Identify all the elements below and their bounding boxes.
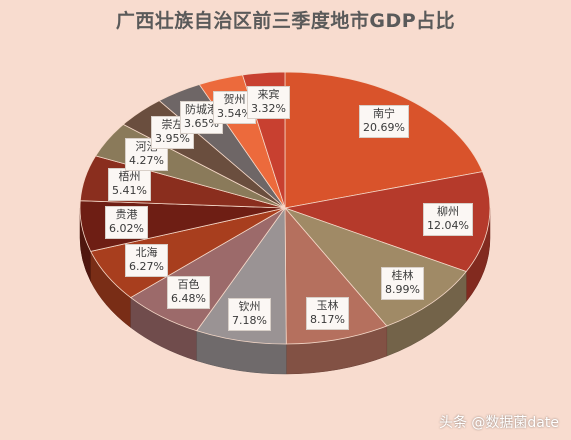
slice-label-value: 6.48% bbox=[171, 292, 206, 305]
slice-label-柳州: 柳州 12.04% bbox=[423, 203, 473, 236]
slice-label-name: 玉林 bbox=[316, 299, 339, 312]
slice-label-value: 3.32% bbox=[251, 102, 286, 115]
slice-label-北海: 北海 6.27% bbox=[125, 244, 168, 277]
slice-label-name: 贺州 bbox=[223, 93, 246, 106]
slice-label-name: 南宁 bbox=[372, 107, 395, 120]
slice-label-value: 5.41% bbox=[112, 184, 147, 197]
slice-label-来宾: 来宾 3.32% bbox=[247, 86, 290, 119]
slice-label-value: 7.18% bbox=[232, 314, 267, 327]
slice-label-value: 6.02% bbox=[109, 222, 144, 235]
pie-slice-柳州 bbox=[283, 171, 491, 273]
slice-label-name: 桂林 bbox=[391, 269, 414, 282]
watermark: 头条 @数据菌date bbox=[438, 415, 559, 431]
slice-label-value: 3.95% bbox=[155, 132, 190, 145]
slice-label-name: 贵港 bbox=[115, 208, 138, 221]
slice-label-value: 8.17% bbox=[310, 313, 345, 326]
slice-label-name: 崇左 bbox=[161, 118, 184, 131]
slice-label-value: 8.99% bbox=[385, 283, 420, 296]
slice-label-name: 防城港 bbox=[184, 103, 218, 116]
slice-label-梧州: 梧州 5.41% bbox=[108, 168, 151, 201]
slice-label-百色: 百色 6.48% bbox=[167, 276, 210, 309]
slice-label-value: 12.04% bbox=[427, 219, 469, 232]
slice-label-河池: 河池 4.27% bbox=[125, 138, 168, 171]
slice-label-name: 来宾 bbox=[257, 88, 280, 101]
slice-label-value: 4.27% bbox=[129, 154, 164, 167]
slice-label-name: 柳州 bbox=[436, 205, 459, 218]
slice-label-value: 6.27% bbox=[129, 260, 164, 273]
chart-title: 广西壮族自治区前三季度地市GDP占比 bbox=[115, 10, 456, 32]
slice-label-name: 百色 bbox=[177, 278, 200, 291]
slice-label-name: 梧州 bbox=[118, 170, 141, 183]
slice-label-贵港: 贵港 6.02% bbox=[105, 206, 148, 239]
slice-label-value: 3.65% bbox=[184, 117, 219, 130]
slice-label-玉林: 玉林 8.17% bbox=[306, 297, 349, 330]
pie-slice-南宁 bbox=[284, 71, 484, 209]
slice-label-钦州: 钦州 7.18% bbox=[228, 298, 271, 331]
slice-label-name: 北海 bbox=[135, 246, 158, 259]
slice-label-name: 钦州 bbox=[238, 300, 261, 313]
slice-label-value: 3.54% bbox=[217, 107, 252, 120]
slice-label-南宁: 南宁 20.69% bbox=[359, 105, 409, 138]
slice-label-桂林: 桂林 8.99% bbox=[381, 267, 424, 300]
slice-label-value: 20.69% bbox=[363, 121, 405, 134]
